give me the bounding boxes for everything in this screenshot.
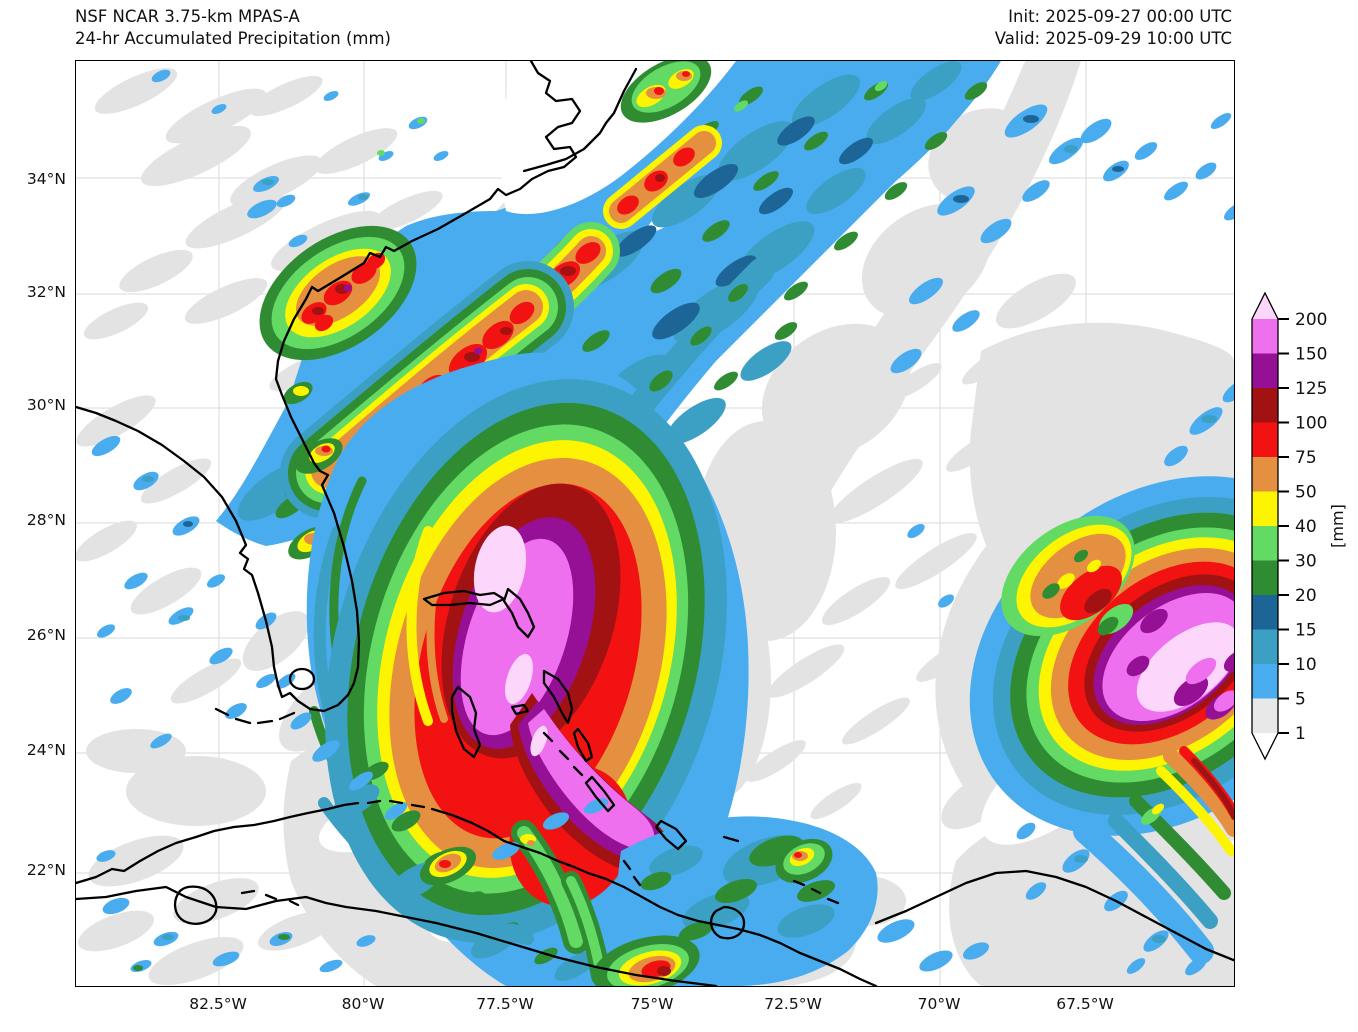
coast-cuba-south [76,885,718,986]
coastlines [76,61,1234,986]
coast-outer-banks [522,67,638,173]
andros [450,685,482,759]
cat-island [572,727,594,763]
cbar-label-200: 200 [1295,310,1327,330]
colorbar-over-arrow [1252,293,1278,319]
cells-east-cuba [775,838,833,884]
precip-cuba-band [419,798,990,986]
y-tick-22n: 22°N [26,861,66,879]
cbar-label-5: 5 [1295,690,1306,710]
cbar-label-125: 125 [1295,379,1327,399]
inagua [709,905,746,940]
model-name: NSF NCAR 3.75-km MPAS-A [75,7,300,26]
cbar-label-30: 30 [1295,552,1317,572]
coast-cuba-northeast [874,869,1234,962]
lake-okeechobee [288,667,316,691]
cbar-label-150: 150 [1295,345,1327,365]
ragged-islands [622,859,642,887]
figure-title: NSF NCAR 3.75-km MPAS-A 24-hr Accumulated… [75,6,391,50]
eleuthera [542,669,574,725]
cbar-label-40: 40 [1295,517,1317,537]
product-name: 24-hr Accumulated Precipitation (mm) [75,29,391,48]
init-time: Init: 2025-09-27 00:00 UTC [1008,7,1232,26]
precip-hurricane [306,258,774,986]
x-tick-775w: 77.5°W [476,995,534,1013]
figure-times: Init: 2025-09-27 00:00 UTC Valid: 2025-09… [995,6,1232,50]
precip-eastern-system [969,379,1234,976]
y-tick-28n: 28°N [26,511,66,529]
isla-juventud [173,885,218,925]
x-tick-75w: 75°W [630,995,674,1013]
crooked-acklins [654,819,688,851]
cbar-label-100: 100 [1295,414,1327,434]
x-tick-675w: 67.5°W [1056,995,1114,1013]
valid-time: Valid: 2025-09-29 10:00 UTC [994,29,1232,48]
colorbar-unit-label: [mm] [1328,504,1347,548]
y-tick-34n: 34°N [26,170,66,188]
coast-southeast-us [76,61,582,713]
cay-sal-bank [240,889,300,907]
x-tick-825w: 82.5°W [189,995,247,1013]
florida-keys [214,707,296,725]
cbar-label-15: 15 [1295,621,1317,641]
exumas [542,731,584,777]
cbar-label-50: 50 [1295,483,1317,503]
cbar-label-10: 10 [1295,655,1317,675]
abaco [502,587,536,639]
mayaguana [722,835,740,843]
x-tick-725w: 72.5°W [764,995,822,1013]
turks-caicos [792,879,840,905]
long-island [584,775,616,813]
colorbar-under-arrow [1252,733,1278,759]
y-tick-24n: 24°N [26,741,66,759]
cell-cluster-coast [259,225,417,361]
x-tick-70w: 70°W [917,995,961,1013]
cell-cluster-top [620,61,712,123]
map-panel [75,60,1235,987]
cbar-label-1: 1 [1295,724,1306,744]
x-tick-80w: 80°W [341,995,385,1013]
new-providence [510,703,530,716]
colorbar: 200 150 125 100 75 50 40 30 20 15 10 5 1… [1251,291,1347,761]
precipitation-map [76,61,1234,986]
comma-tail [1073,746,1234,964]
speckles-northeast [890,104,1234,374]
cbar-label-75: 75 [1295,448,1317,468]
y-tick-30n: 30°N [26,396,66,414]
y-tick-26n: 26°N [26,626,66,644]
cells-west-cuba [419,846,477,886]
cbar-label-20: 20 [1295,586,1317,606]
coast-cuba-north [76,799,878,986]
y-tick-32n: 32°N [26,283,66,301]
